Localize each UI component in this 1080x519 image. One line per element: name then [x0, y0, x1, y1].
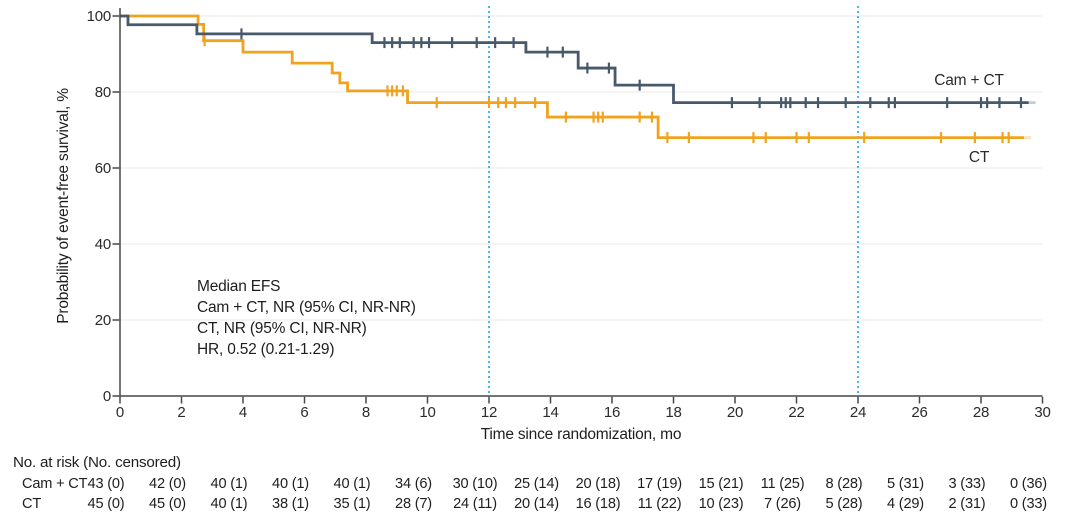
risk-value-ct-26mo: 4 (29) [887, 496, 924, 512]
annotation-line-median-efs: Median EFS [197, 278, 280, 295]
x-tick-label-12: 12 [481, 404, 497, 421]
x-axis-title: Time since randomization, mo [481, 426, 682, 443]
risk-value-ct-14mo: 20 (14) [514, 496, 559, 512]
risk-value-ct-10mo: 28 (7) [395, 496, 432, 512]
risk-value-ct-28mo: 2 (31) [949, 496, 986, 512]
risk-value-cam-ct-20mo: 15 (21) [699, 476, 744, 492]
curve-label-ct: CT [969, 149, 990, 166]
curve-label-cam-ct: Cam + CT [934, 72, 1004, 89]
x-tick-label-4: 4 [239, 404, 247, 421]
annotation-line-ct: CT, NR (95% CI, NR-NR) [197, 320, 367, 337]
x-tick-label-20: 20 [727, 404, 743, 421]
risk-value-cam-ct-28mo: 3 (33) [949, 476, 986, 492]
survival-curves-layer [120, 14, 1036, 144]
y-tick-label-60: 60 [95, 160, 111, 177]
risk-value-cam-ct-4mo: 40 (1) [211, 476, 248, 492]
y-tick-label-0: 0 [103, 388, 111, 405]
y-tick-label-100: 100 [87, 8, 111, 25]
risk-value-ct-18mo: 11 (22) [638, 496, 682, 512]
x-tick-label-18: 18 [665, 404, 681, 421]
risk-value-cam-ct-22mo: 11 (25) [761, 476, 805, 492]
x-tick-label-6: 6 [300, 404, 308, 421]
x-tick-label-16: 16 [604, 404, 620, 421]
annotation-line-hr: HR, 0.52 (0.21-1.29) [197, 341, 334, 358]
risk-table-title: No. at risk (No. censored) [13, 454, 181, 471]
x-tick-label-22: 22 [788, 404, 804, 421]
risk-value-cam-ct-0mo: 43 (0) [88, 476, 125, 492]
risk-value-ct-12mo: 24 (11) [453, 496, 497, 512]
reference-line-layer [488, 6, 859, 396]
risk-value-cam-ct-14mo: 25 (14) [514, 476, 559, 492]
risk-value-ct-24mo: 5 (28) [826, 496, 863, 512]
x-tick-label-26: 26 [911, 404, 927, 421]
x-tick-label-2: 2 [177, 404, 185, 421]
risk-value-cam-ct-12mo: 30 (10) [453, 476, 498, 492]
risk-value-ct-4mo: 40 (1) [211, 496, 248, 512]
risk-value-ct-6mo: 38 (1) [272, 496, 309, 512]
risk-table-layer: Cam + CT 43 (0) 42 (0) 40 (1) 40 (1) 40 (1) 34… [22, 476, 1047, 512]
risk-row-label-ct: CT [22, 496, 41, 512]
y-axis-title: Probability of event-free survival, % [55, 88, 72, 324]
median-efs-annotation: Median EFS Cam + CT, NR (95% CI, NR-NR) … [197, 278, 416, 358]
risk-value-cam-ct-10mo: 34 (6) [395, 476, 432, 492]
risk-value-ct-2mo: 45 (0) [149, 496, 186, 512]
risk-value-ct-0mo: 45 (0) [88, 496, 125, 512]
risk-value-ct-20mo: 10 (23) [699, 496, 744, 512]
x-tick-label-28: 28 [973, 404, 989, 421]
x-tick-label-30: 30 [1034, 404, 1050, 421]
x-tick-label-10: 10 [419, 404, 435, 421]
x-tick-label-8: 8 [362, 404, 370, 421]
risk-value-cam-ct-2mo: 42 (0) [149, 476, 186, 492]
x-tick-label-24: 24 [850, 404, 866, 421]
risk-value-ct-16mo: 16 (18) [576, 496, 621, 512]
axes-layer [112, 8, 1044, 404]
x-tick-label-14: 14 [542, 404, 558, 421]
survival-curve-cam-ct [120, 14, 1029, 105]
risk-value-ct-30mo: 0 (33) [1010, 496, 1047, 512]
y-tick-label-40: 40 [95, 236, 111, 253]
risk-value-cam-ct-26mo: 5 (31) [887, 476, 924, 492]
risk-value-cam-ct-30mo: 0 (36) [1010, 476, 1047, 492]
y-tick-label-20: 20 [95, 312, 111, 329]
risk-value-cam-ct-18mo: 17 (19) [637, 476, 682, 492]
risk-value-ct-22mo: 7 (26) [764, 496, 801, 512]
x-tick-label-0: 0 [116, 404, 124, 421]
risk-value-ct-8mo: 35 (1) [334, 496, 371, 512]
risk-value-cam-ct-24mo: 8 (28) [826, 476, 863, 492]
y-tick-label-80: 80 [95, 84, 111, 101]
annotation-line-cam-ct: Cam + CT, NR (95% CI, NR-NR) [197, 299, 416, 316]
risk-value-cam-ct-16mo: 20 (18) [576, 476, 621, 492]
risk-value-cam-ct-8mo: 40 (1) [334, 476, 371, 492]
gridline-layer [120, 15, 1043, 321]
risk-value-cam-ct-6mo: 40 (1) [272, 476, 309, 492]
risk-row-label-cam-ct: Cam + CT [22, 476, 88, 492]
